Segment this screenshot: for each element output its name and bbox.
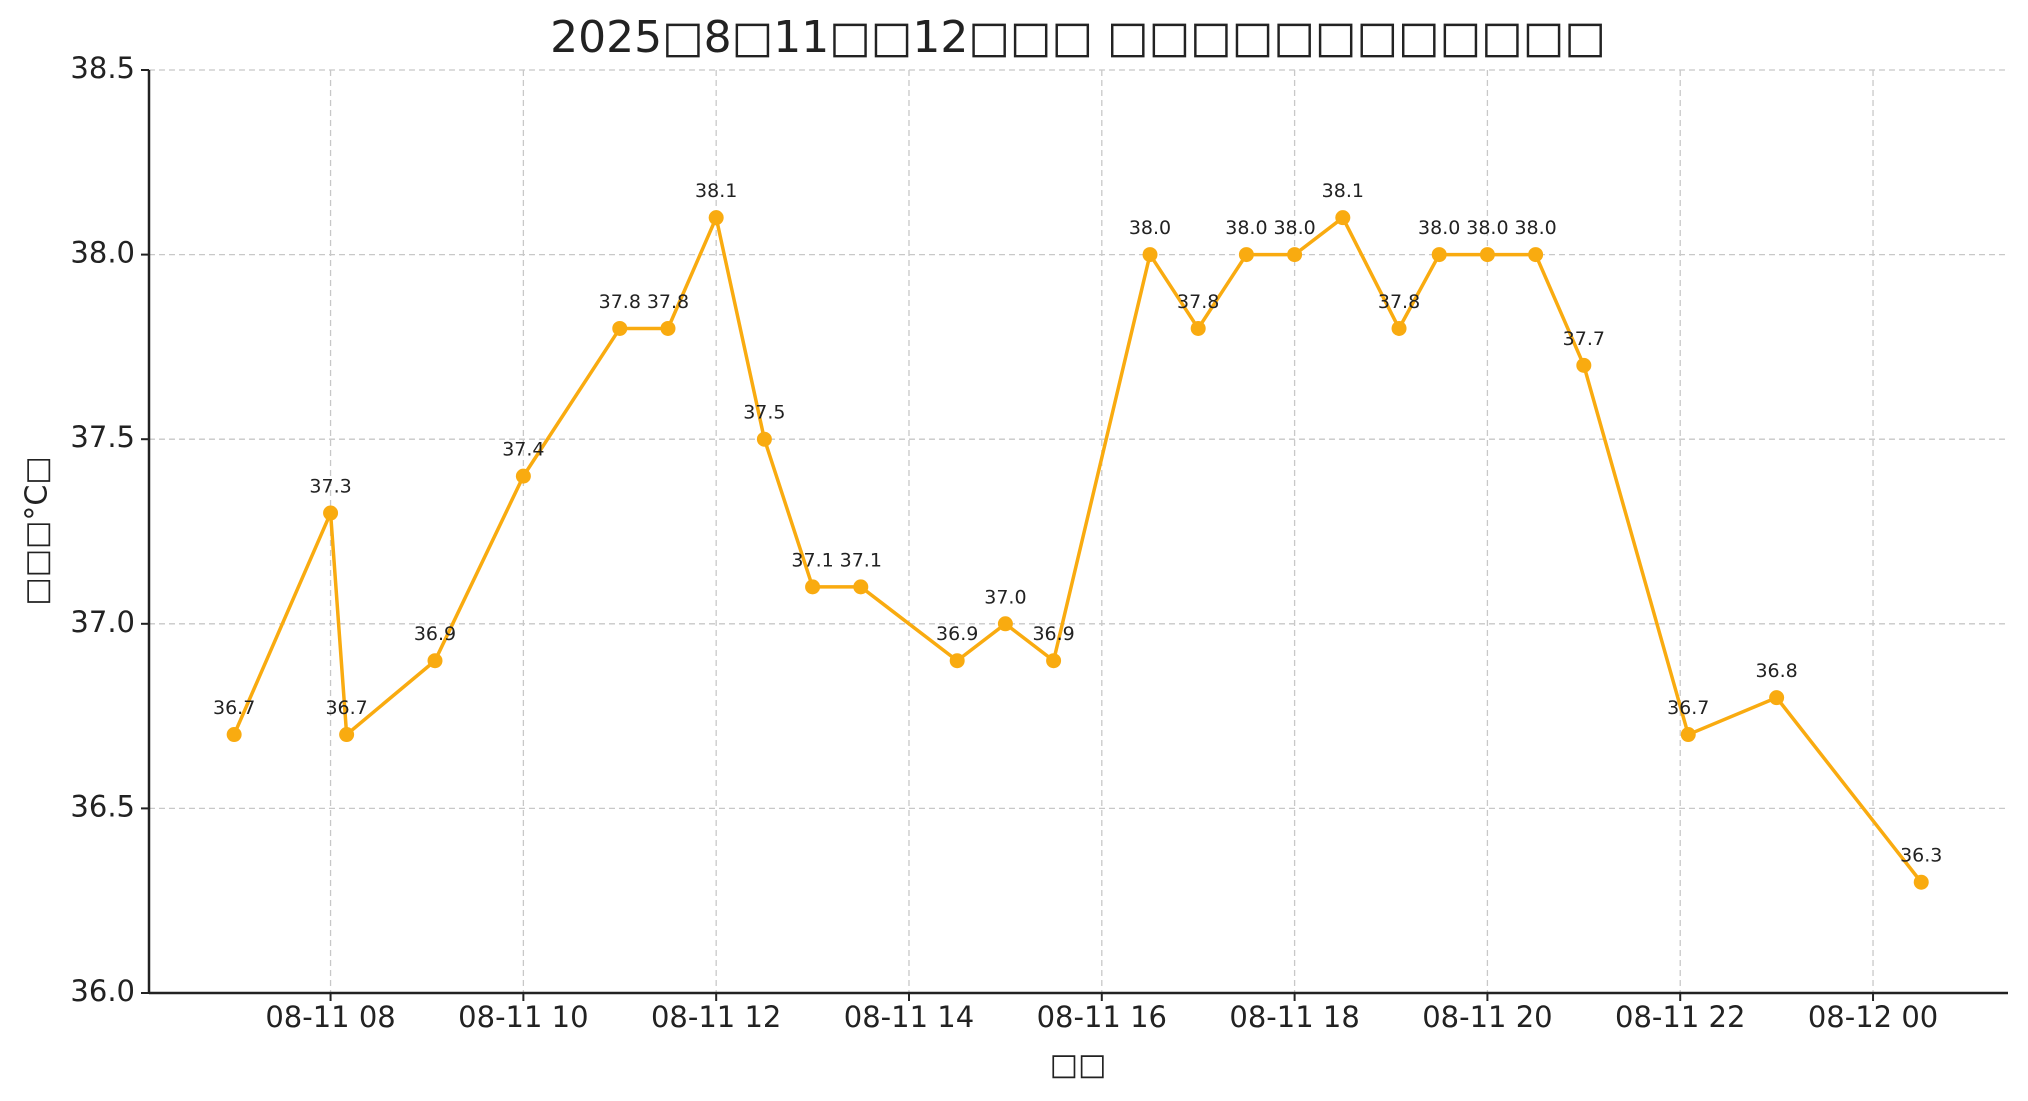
y-tick-label: 36.0 bbox=[70, 974, 135, 1008]
point bbox=[1528, 247, 1544, 263]
data-label: 38.0 bbox=[1418, 217, 1460, 239]
point bbox=[1769, 690, 1785, 706]
data-label: 38.0 bbox=[1129, 217, 1171, 239]
point bbox=[660, 320, 676, 336]
chart-title: 2025□8□11□□12□□□ □□□□□□□□□□□□ bbox=[550, 12, 1606, 63]
point bbox=[226, 727, 242, 743]
point bbox=[708, 210, 724, 226]
point bbox=[1142, 247, 1158, 263]
x-tick-label: 08-11 10 bbox=[458, 1000, 588, 1034]
x-tick-label: 08-11 14 bbox=[844, 1000, 974, 1034]
x-axis-label: □□ bbox=[1050, 1048, 1107, 1083]
y-tick-label: 38.0 bbox=[70, 236, 135, 270]
x-tick-label: 08-12 00 bbox=[1808, 1000, 1938, 1034]
data-label: 37.5 bbox=[743, 402, 785, 424]
line bbox=[232, 212, 1923, 884]
data-label: 36.7 bbox=[325, 697, 367, 719]
data-label: 37.8 bbox=[599, 291, 641, 313]
data-label: 38.0 bbox=[1466, 217, 1508, 239]
point bbox=[1238, 247, 1254, 263]
point bbox=[997, 616, 1013, 632]
y-tick-label: 36.5 bbox=[70, 789, 135, 823]
point bbox=[805, 579, 821, 595]
point bbox=[756, 431, 772, 447]
point bbox=[612, 320, 628, 336]
y-axis-label: □□□°C□ bbox=[20, 456, 55, 605]
y-tick-label: 37.0 bbox=[70, 605, 135, 639]
point bbox=[323, 505, 339, 521]
data-label: 36.9 bbox=[936, 623, 978, 645]
y-tick-label: 37.5 bbox=[70, 420, 135, 454]
x-tick-label: 08-11 08 bbox=[265, 1000, 395, 1034]
data-label: 37.4 bbox=[502, 439, 544, 461]
x-tick-label: 08-11 12 bbox=[651, 1000, 781, 1034]
point bbox=[1287, 247, 1303, 263]
y-tick-label: 38.5 bbox=[70, 51, 135, 85]
point bbox=[949, 653, 965, 669]
data-label: 38.1 bbox=[695, 180, 737, 202]
data-label: 36.9 bbox=[414, 623, 456, 645]
x-tick-label: 08-11 20 bbox=[1422, 1000, 1552, 1034]
point bbox=[515, 468, 531, 484]
data-label: 36.8 bbox=[1755, 660, 1797, 682]
point bbox=[1335, 210, 1351, 226]
point bbox=[1680, 727, 1696, 743]
data-label: 38.0 bbox=[1225, 217, 1267, 239]
data-label: 37.8 bbox=[1177, 291, 1219, 313]
point bbox=[1431, 247, 1447, 263]
data-label: 37.8 bbox=[1378, 291, 1420, 313]
point bbox=[853, 579, 869, 595]
point bbox=[427, 653, 443, 669]
data-label: 37.3 bbox=[309, 476, 351, 498]
x-tick-label: 08-11 22 bbox=[1615, 1000, 1745, 1034]
data-label: 38.0 bbox=[1514, 217, 1556, 239]
data-label: 36.9 bbox=[1032, 623, 1074, 645]
point bbox=[1913, 874, 1929, 890]
data-label: 36.7 bbox=[213, 697, 255, 719]
x-tick-label: 08-11 18 bbox=[1229, 1000, 1359, 1034]
data-label: 37.1 bbox=[840, 549, 882, 571]
point bbox=[1576, 357, 1592, 373]
x-tick-label: 08-11 16 bbox=[1037, 1000, 1167, 1034]
data-label: 37.1 bbox=[791, 549, 833, 571]
data-label: 37.8 bbox=[647, 291, 689, 313]
point bbox=[1046, 653, 1062, 669]
data-label: 36.7 bbox=[1667, 697, 1709, 719]
data-label: 37.7 bbox=[1563, 328, 1605, 350]
point bbox=[1479, 247, 1495, 263]
point bbox=[1391, 320, 1407, 336]
data-label: 36.3 bbox=[1900, 845, 1942, 867]
data-label: 38.1 bbox=[1322, 180, 1364, 202]
data-label: 37.0 bbox=[984, 586, 1026, 608]
point bbox=[339, 727, 355, 743]
point bbox=[1190, 320, 1206, 336]
data-label: 38.0 bbox=[1273, 217, 1315, 239]
